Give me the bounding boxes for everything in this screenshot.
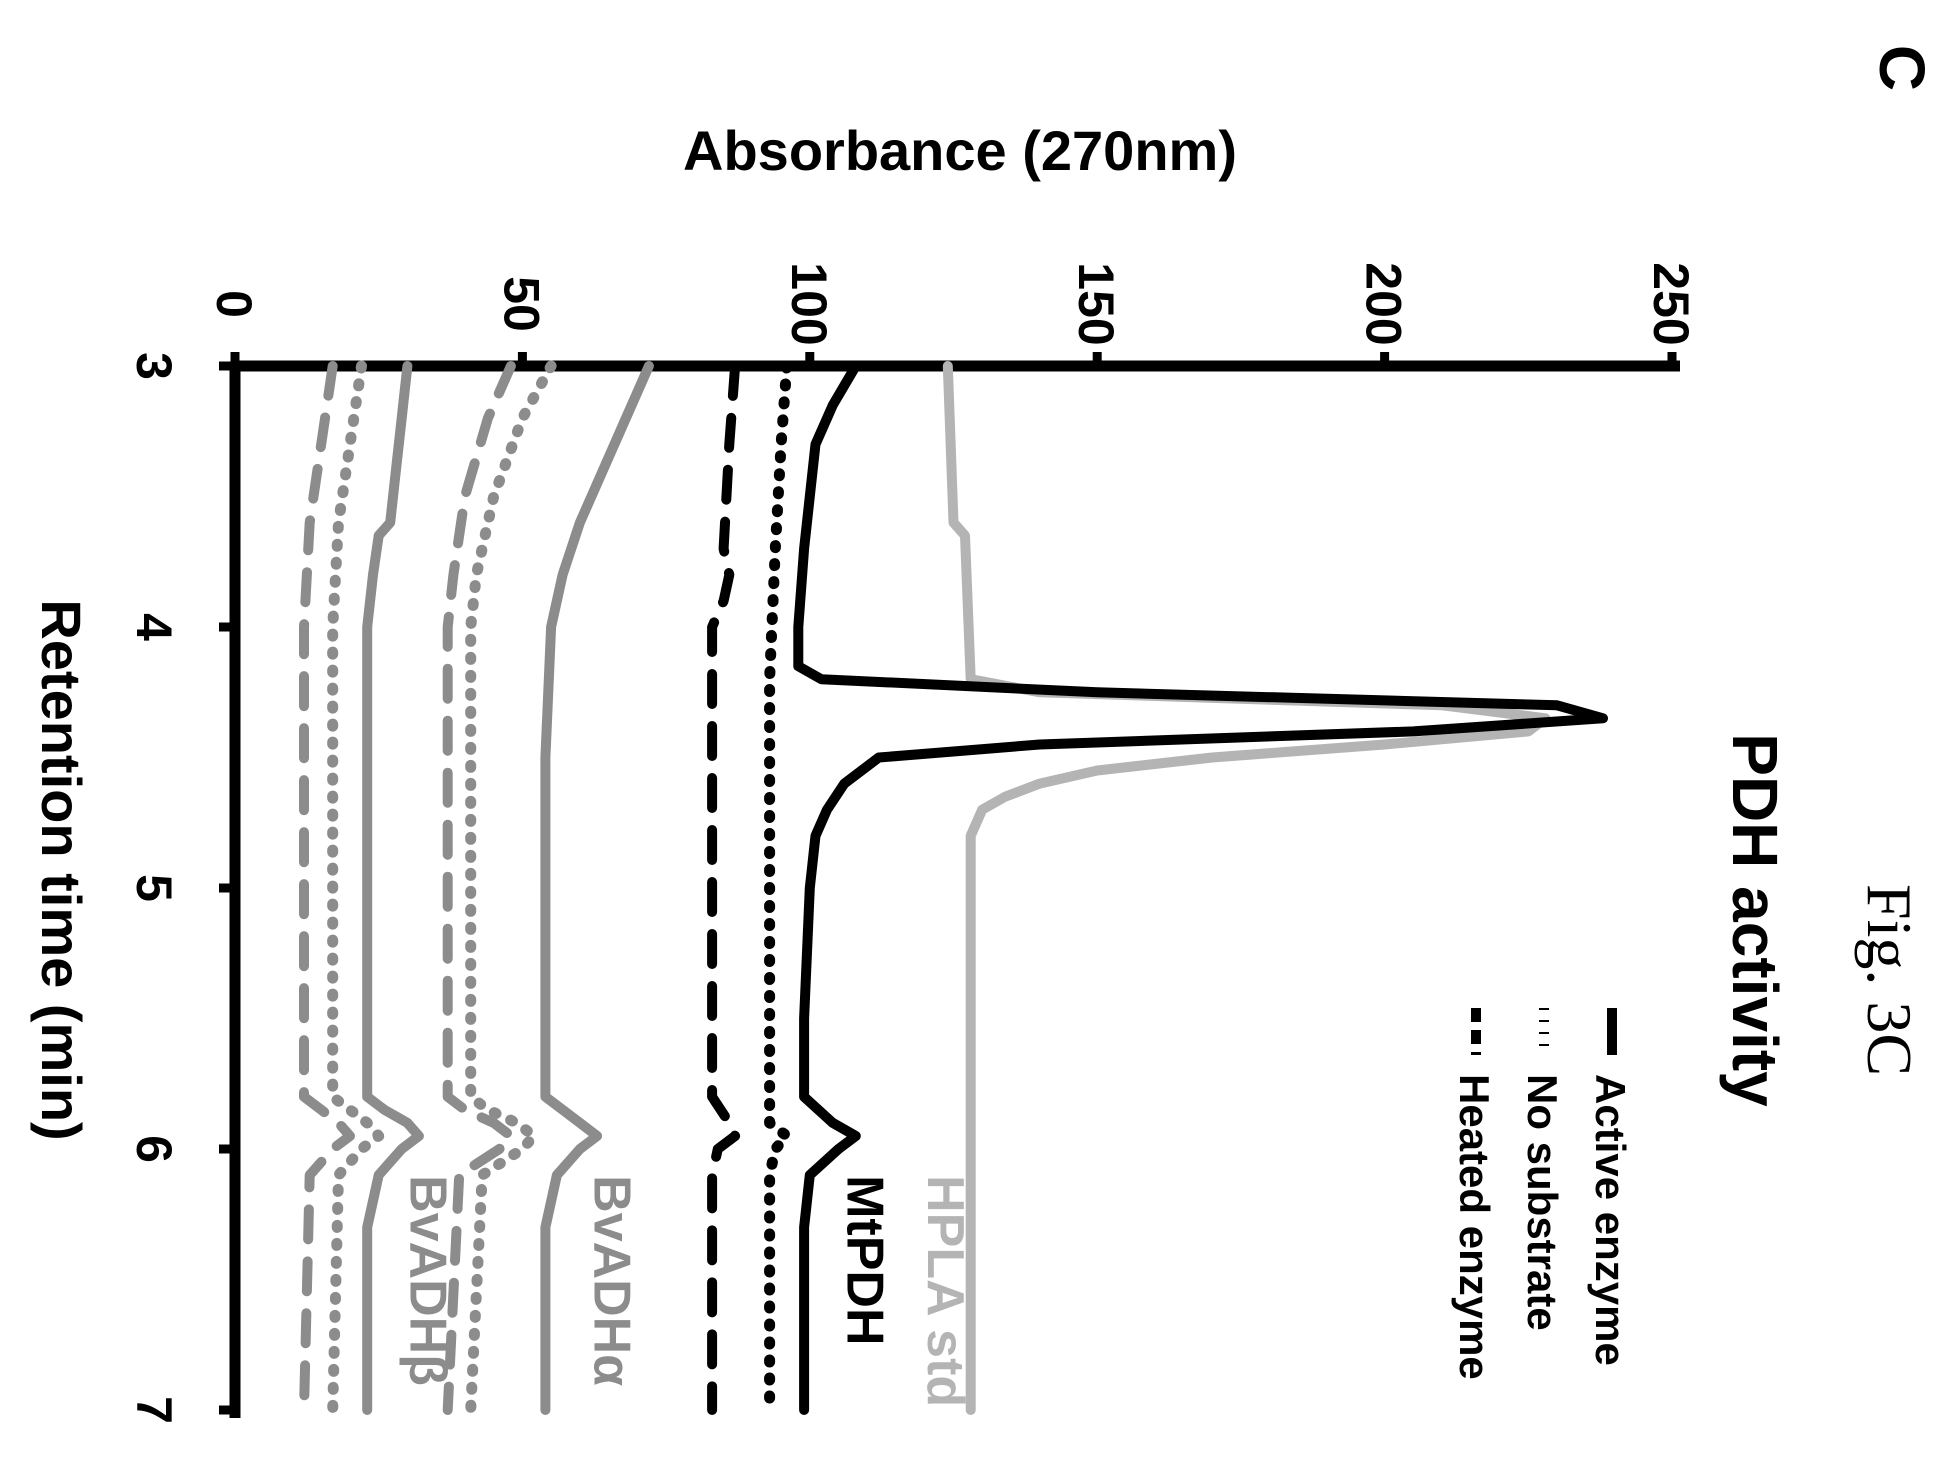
group-label: BvADHα [582, 1175, 640, 1386]
x-axis-title: Retention time (min) [30, 599, 93, 1140]
legend-label: Active enzyme [1587, 1074, 1634, 1366]
legend: Active enzyme No substrate Heated enzyme [1451, 1008, 1634, 1380]
series-bvadh-dotted [465, 360, 557, 1416]
legend-label: Heated enzyme [1451, 1074, 1498, 1380]
panel-letter: C [1866, 45, 1938, 91]
series-bvadh-solid [540, 361, 654, 1415]
y-tick-label: 150 [1068, 262, 1124, 345]
group-labels: HPLA std MtPDH BvADHα BvADHβ [398, 1175, 973, 1407]
group-label: HPLA std [916, 1175, 974, 1407]
y-tick-label: 200 [1356, 262, 1412, 345]
legend-label: No substrate [1519, 1074, 1566, 1331]
group-label: MtPDH [835, 1175, 893, 1345]
y-axis-title: Absorbance (270nm) [683, 119, 1237, 182]
series-mtpdh-dashed [707, 361, 741, 1415]
chart-title: PDH activity [1719, 733, 1791, 1107]
series-layer [299, 360, 1608, 1416]
x-tick-label: 6 [126, 1135, 182, 1163]
y-tick-label: 100 [781, 262, 837, 345]
x-tick-label: 3 [126, 352, 182, 380]
series-mtpdh-solid [793, 361, 1608, 1415]
series-bvadh-dashed [442, 361, 516, 1415]
series-bvadh-dotted [327, 360, 385, 1416]
series-bvadh-solid [362, 361, 424, 1415]
x-tick-label: 7 [126, 1396, 182, 1424]
y-tick-label: 50 [493, 276, 549, 332]
figure-caption: Fig. 3C [1854, 884, 1925, 1076]
series-hplastd-solid [942, 361, 1551, 1415]
y-tick-label: 0 [206, 290, 262, 318]
tick-marks: 0 50 100 150 200 250 3 4 5 6 7 [126, 262, 1699, 1424]
series-bvadh-dashed [299, 361, 355, 1415]
x-tick-label: 4 [126, 613, 182, 641]
x-tick-label: 5 [126, 874, 182, 902]
group-label: BvADHβ [398, 1175, 456, 1386]
y-tick-label: 250 [1643, 262, 1699, 345]
series-mtpdh-dotted [764, 360, 793, 1416]
